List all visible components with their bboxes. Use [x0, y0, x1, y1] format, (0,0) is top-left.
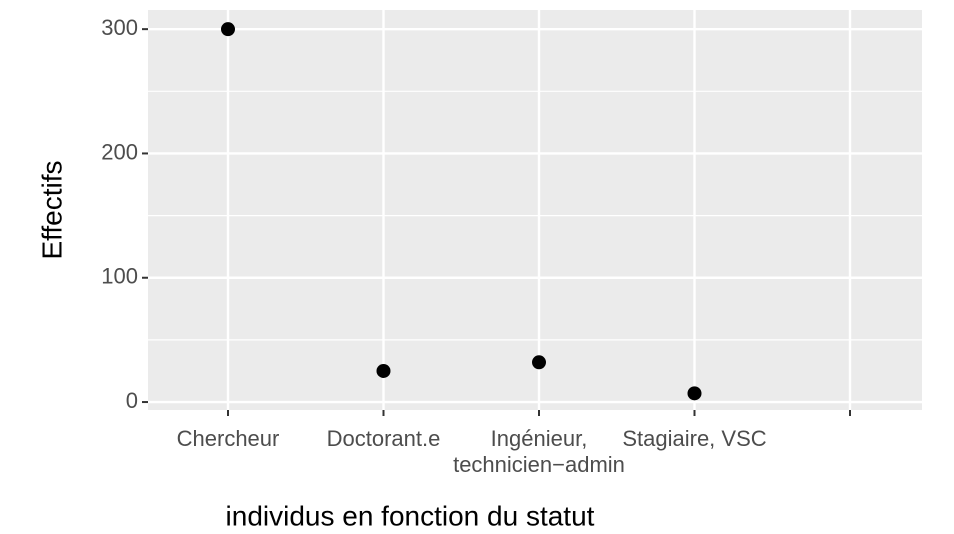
- y-tick-label: 100: [101, 264, 138, 289]
- point: [687, 386, 702, 401]
- y-axis-title: Effectifs: [36, 160, 67, 259]
- y-tick-label: 200: [101, 139, 138, 164]
- x-tick-label: Ingénieur, technicien−admin: [453, 426, 625, 477]
- x-tick-label: Chercheur: [177, 426, 280, 451]
- point: [532, 355, 546, 370]
- x-axis-title: individus en fonction du statut: [226, 500, 595, 531]
- point: [376, 363, 391, 378]
- y-tick-label: 0: [126, 388, 138, 413]
- y-tick-label: 300: [101, 15, 138, 40]
- panel: [148, 10, 922, 410]
- x-tick-label: Stagiaire, VSC: [622, 426, 766, 451]
- point: [221, 22, 235, 37]
- x-tick-label: Doctorant.e: [327, 426, 441, 451]
